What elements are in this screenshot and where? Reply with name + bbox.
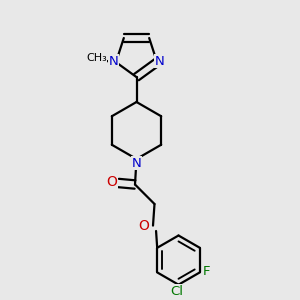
Text: N: N xyxy=(154,55,164,68)
Text: N: N xyxy=(132,157,141,170)
Text: O: O xyxy=(139,220,149,233)
Text: F: F xyxy=(203,265,210,278)
Text: N: N xyxy=(109,55,118,68)
Text: Cl: Cl xyxy=(170,285,184,298)
Text: CH₃: CH₃ xyxy=(86,53,107,63)
Text: O: O xyxy=(106,175,117,189)
